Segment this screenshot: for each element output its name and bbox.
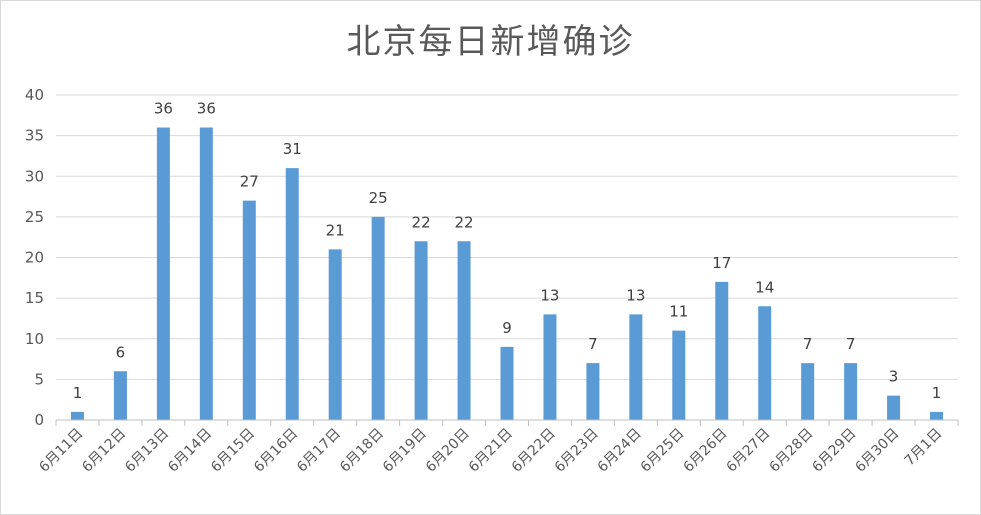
- bar: [543, 314, 557, 420]
- x-tick-label: 6月20日: [423, 426, 473, 476]
- x-tick-label: 6月17日: [294, 426, 344, 476]
- x-tick-label: 6月21日: [466, 426, 516, 476]
- data-label: 7: [803, 335, 813, 353]
- data-label: 21: [326, 221, 345, 239]
- bar: [285, 168, 299, 420]
- data-label: 6: [116, 343, 126, 361]
- bar: [328, 249, 342, 420]
- bar: [199, 127, 213, 420]
- data-label: 22: [455, 213, 474, 231]
- y-tick-label: 5: [34, 370, 44, 388]
- bar: [113, 371, 127, 420]
- y-axis: 0 5 10 15 20 25 30 35 40: [25, 86, 44, 429]
- data-label: 7: [846, 335, 856, 353]
- x-tick-label: 6月14日: [165, 426, 215, 476]
- bar: [887, 395, 901, 420]
- bar: [672, 330, 686, 420]
- y-tick-label: 35: [25, 127, 44, 145]
- x-tick-label: 7月1日: [902, 426, 946, 470]
- data-label: 11: [669, 303, 688, 321]
- data-label: 25: [369, 189, 388, 207]
- bar: [801, 363, 815, 420]
- data-label: 9: [502, 319, 512, 337]
- x-tick-label: 6月11日: [36, 426, 86, 476]
- data-label: 14: [755, 278, 774, 296]
- data-label: 22: [412, 213, 431, 231]
- bar: [371, 216, 385, 420]
- data-label: 36: [154, 100, 173, 118]
- x-tick-label: 6月26日: [681, 426, 731, 476]
- bar: [500, 346, 514, 420]
- x-tick-label: 6月12日: [79, 426, 129, 476]
- data-label: 1: [73, 384, 83, 402]
- bar: [414, 241, 428, 420]
- data-label: 7: [588, 335, 598, 353]
- x-tick-label: 6月16日: [251, 426, 301, 476]
- x-tick-label: 6月15日: [208, 426, 258, 476]
- y-tick-label: 40: [25, 86, 44, 104]
- x-tick-label: 6月27日: [724, 426, 774, 476]
- x-tick-label: 6月19日: [380, 426, 430, 476]
- data-label: 13: [540, 286, 559, 304]
- data-label: 3: [889, 368, 899, 386]
- x-tick-label: 6月28日: [766, 426, 816, 476]
- bars: [70, 127, 944, 420]
- y-tick-label: 25: [25, 208, 44, 226]
- bar: [156, 127, 170, 420]
- bar: [844, 363, 858, 420]
- bar: [629, 314, 643, 420]
- x-tick-label: 6月18日: [337, 426, 387, 476]
- bar: [242, 200, 256, 420]
- data-label: 13: [626, 286, 645, 304]
- bar: [457, 241, 471, 420]
- data-label: 1: [932, 384, 942, 402]
- bar: [586, 363, 600, 420]
- y-tick-label: 20: [25, 249, 44, 267]
- x-tick-label: 6月30日: [852, 426, 902, 476]
- y-tick-label: 15: [25, 289, 44, 307]
- x-tick-label: 6月29日: [809, 426, 859, 476]
- x-tick-label: 6月23日: [552, 426, 602, 476]
- bar: [930, 411, 944, 420]
- y-tick-label: 10: [25, 330, 44, 348]
- bar: [715, 281, 729, 420]
- x-tick-label: 6月22日: [509, 426, 559, 476]
- chart-title: 北京每日新增确诊: [346, 22, 635, 62]
- bar: [70, 411, 84, 420]
- x-tick-label: 6月24日: [595, 426, 645, 476]
- y-tick-label: 30: [25, 167, 44, 185]
- bar: [758, 306, 772, 420]
- x-tick-label: 6月13日: [122, 426, 172, 476]
- data-label: 36: [197, 100, 216, 118]
- x-tick-label: 6月25日: [638, 426, 688, 476]
- x-axis: 6月11日6月12日6月13日6月14日6月15日6月16日6月17日6月18日…: [36, 419, 959, 476]
- data-label: 17: [712, 254, 731, 272]
- y-tick-label: 0: [34, 411, 44, 429]
- data-label: 27: [240, 173, 259, 191]
- data-label: 31: [283, 140, 302, 158]
